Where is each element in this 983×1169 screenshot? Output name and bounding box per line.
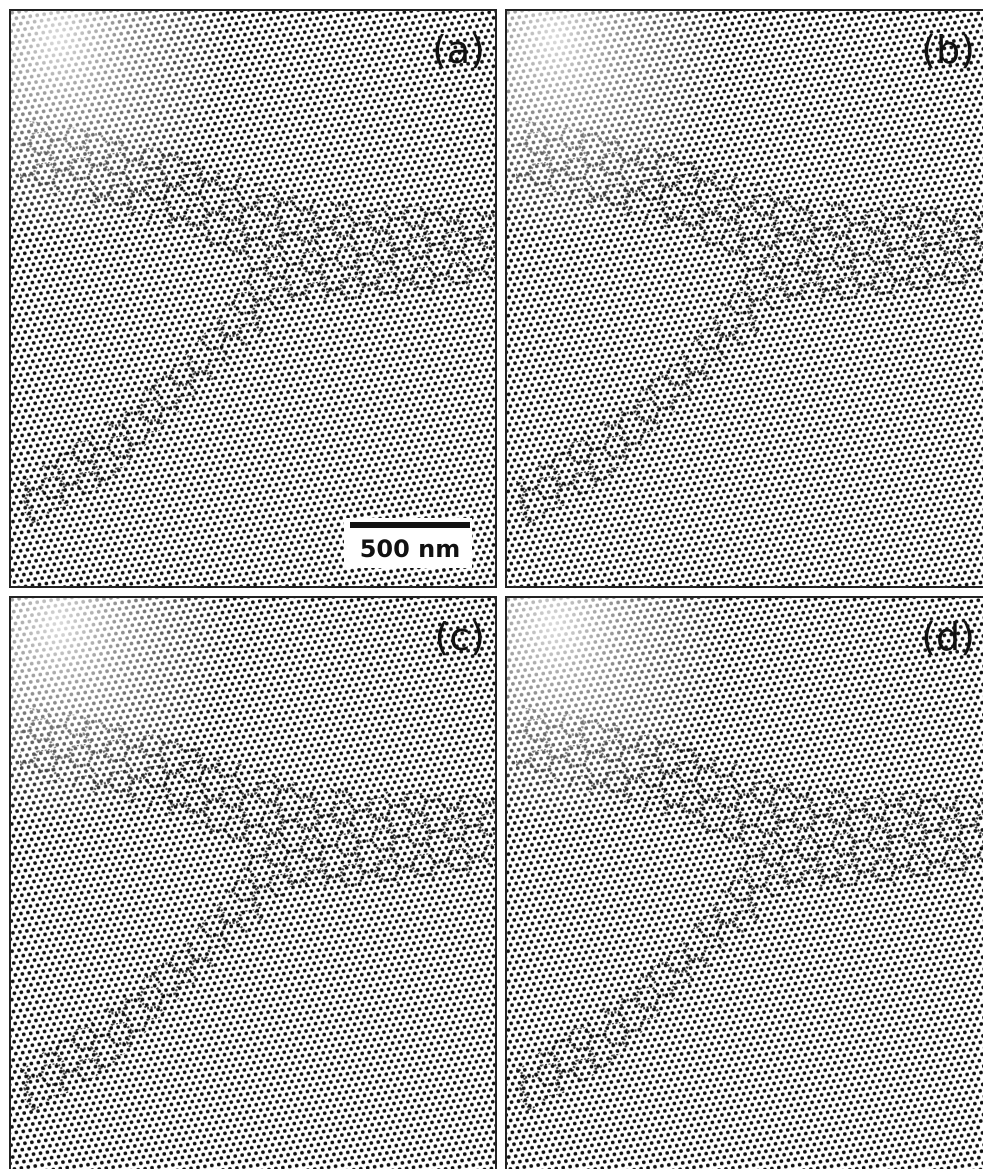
panel-label: (d) [921, 615, 975, 659]
scale-bar-label: 500 nm [360, 535, 461, 563]
panel-a: (a) 500 nm [10, 10, 496, 587]
scale-bar: 500 nm [344, 518, 472, 568]
figure: (a) 500 nm (b) (c) (d) [0, 0, 983, 1169]
panel-b: (b) [506, 10, 983, 587]
panel-label: (a) [432, 28, 485, 72]
panel-label: (b) [921, 28, 975, 72]
panel-label: (c) [434, 615, 485, 659]
panel-c: (c) [10, 597, 496, 1169]
panel-d: (d) [506, 597, 983, 1169]
